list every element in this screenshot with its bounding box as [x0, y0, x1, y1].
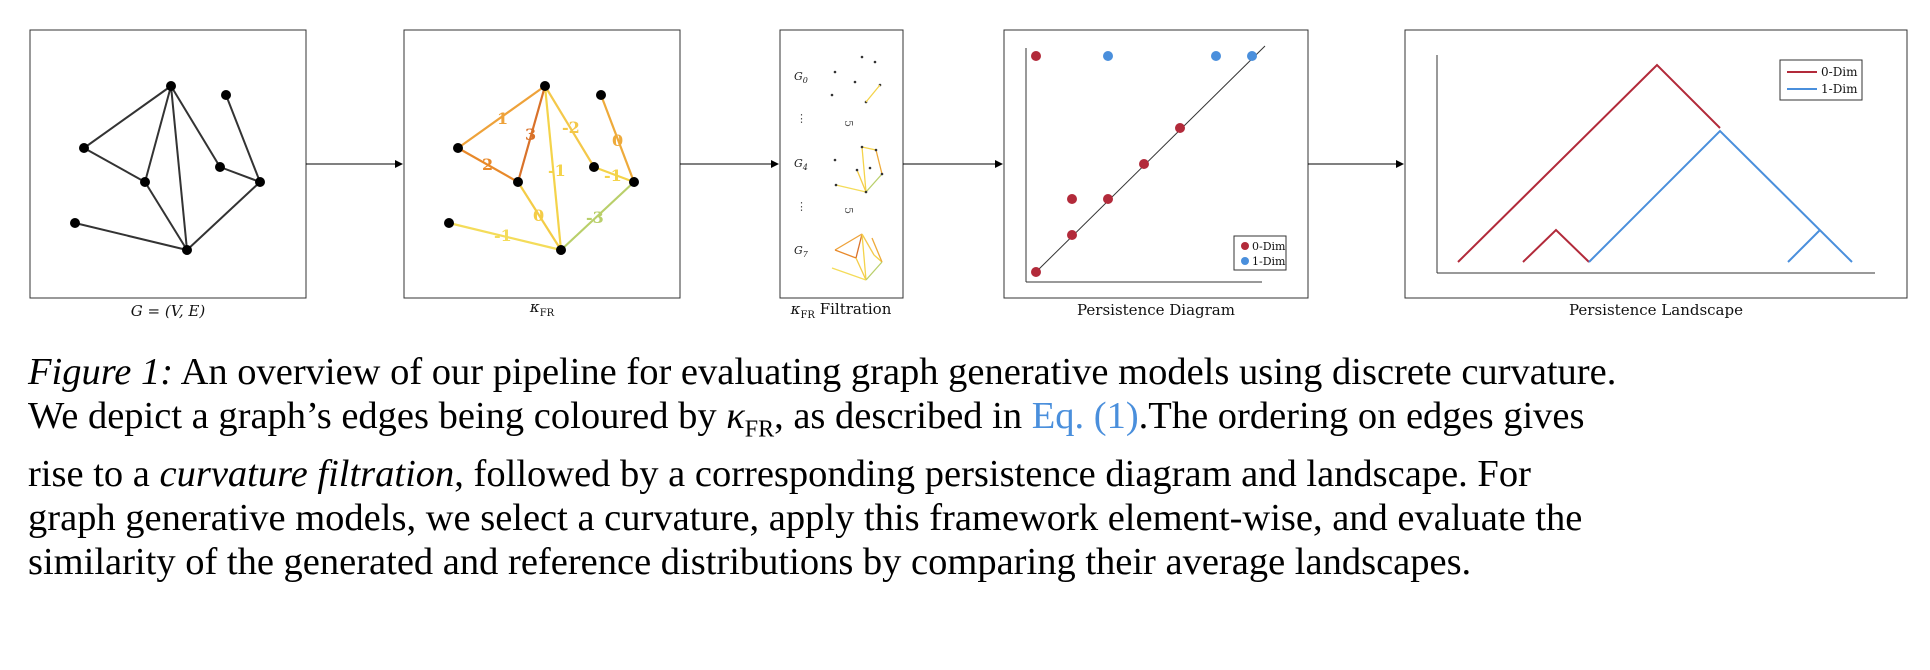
svg-text:G0: G0 [794, 70, 808, 85]
rotated-label: 5 [842, 207, 855, 214]
graph-panel [29, 29, 307, 299]
landscape-legend-0dim: 0-Dim [1821, 65, 1858, 79]
landscape-legend-1dim: 1-Dim [1821, 82, 1858, 96]
pipeline-figure: 1 2 3 -2 0 -1 -1 0 -3 -1 G0 G4 G7 ⋮ ⋮ 5 [29, 29, 1908, 299]
curvature-caption: κFR [529, 298, 555, 319]
edge-label: -1 [548, 161, 566, 180]
filtration-caption: κFR Filtration [790, 300, 892, 321]
filtration-panel: G0 G4 G7 ⋮ ⋮ 5 5 [779, 29, 904, 299]
edge-label: -1 [494, 226, 512, 245]
svg-text:G7: G7 [794, 244, 809, 259]
rotated-label: 5 [842, 120, 855, 127]
curvature-panel: 1 2 3 -2 0 -1 -1 0 -3 -1 [403, 29, 681, 299]
edge-label: 0 [612, 131, 623, 150]
diagram-legend-0dim: 0-Dim [1252, 240, 1286, 253]
diagram-caption: Persistence Diagram [1077, 301, 1235, 319]
vertical-dots: ⋮ [796, 200, 807, 213]
persistence-diagram-panel: 0-Dim 1-Dim [1003, 29, 1309, 299]
edge-label: -1 [604, 166, 622, 185]
edge-label: 2 [482, 155, 493, 174]
diagram-legend-1dim: 1-Dim [1252, 255, 1286, 268]
edge-label: -2 [562, 118, 580, 137]
landscape-caption: Persistence Landscape [1569, 301, 1743, 319]
graph-caption: G = (V, E) [130, 302, 206, 320]
svg-text:G4: G4 [794, 157, 808, 172]
persistence-landscape-panel: 0-Dim 1-Dim [1404, 29, 1908, 299]
figure-caption: Figure 1: An overview of our pipeline fo… [28, 351, 1617, 583]
edge-label: 1 [497, 109, 508, 128]
edge-label: 3 [525, 125, 536, 144]
edge-label: -3 [586, 208, 604, 227]
equation-link[interactable]: Eq. (1) [1031, 395, 1139, 437]
edge-label: 0 [533, 206, 544, 225]
vertical-dots: ⋮ [796, 112, 807, 125]
figure-label: Figure 1: [28, 351, 174, 393]
